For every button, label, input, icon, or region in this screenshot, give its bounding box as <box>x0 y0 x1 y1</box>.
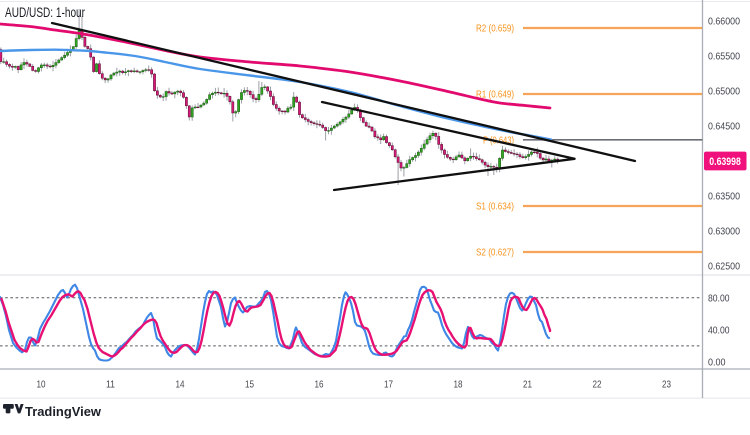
svg-text:40.00: 40.00 <box>708 325 730 337</box>
svg-text:0.65500: 0.65500 <box>708 51 740 63</box>
svg-text:80.00: 80.00 <box>708 292 730 304</box>
svg-text:18: 18 <box>454 379 463 391</box>
svg-text:0.63500: 0.63500 <box>708 191 740 203</box>
svg-text:15: 15 <box>245 379 254 391</box>
svg-text:0.63998: 0.63998 <box>709 156 741 168</box>
svg-text:22: 22 <box>593 379 602 391</box>
svg-text:23: 23 <box>662 379 671 391</box>
svg-text:R1 (0.649): R1 (0.649) <box>476 89 514 101</box>
svg-text:AUD/USD: 1-hour: AUD/USD: 1-hour <box>5 5 85 20</box>
svg-text:21: 21 <box>523 379 532 391</box>
svg-text:11: 11 <box>106 379 115 391</box>
svg-text:0.65000: 0.65000 <box>708 86 740 98</box>
svg-text:17: 17 <box>384 379 393 391</box>
svg-text:0.64500: 0.64500 <box>708 121 740 133</box>
svg-text:14: 14 <box>176 379 185 391</box>
svg-text:0.66000: 0.66000 <box>708 16 740 28</box>
svg-text:0.63000: 0.63000 <box>708 226 740 238</box>
svg-text:0.62500: 0.62500 <box>708 261 740 273</box>
svg-text:S2 (0.627): S2 (0.627) <box>476 247 514 259</box>
svg-text:S1 (0.634): S1 (0.634) <box>476 201 514 213</box>
svg-text:10: 10 <box>37 379 46 391</box>
svg-text:0.00: 0.00 <box>708 357 726 369</box>
svg-text:TradingView: TradingView <box>25 405 101 419</box>
svg-text:16: 16 <box>315 379 324 391</box>
svg-text:R2 (0.659): R2 (0.659) <box>476 23 514 35</box>
